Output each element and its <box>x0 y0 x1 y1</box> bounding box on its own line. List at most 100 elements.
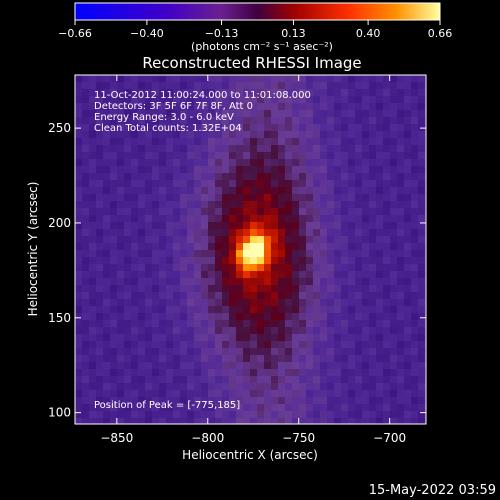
heatmap-cell <box>369 222 377 230</box>
heatmap-cell <box>201 75 209 83</box>
heatmap-cell <box>404 124 412 132</box>
heatmap-cell <box>201 187 209 195</box>
heatmap-cell <box>145 355 153 363</box>
heatmap-cell <box>397 264 405 272</box>
heatmap-cell <box>257 320 265 328</box>
heatmap-cell <box>292 215 300 223</box>
heatmap-cell <box>348 404 356 412</box>
heatmap-cell <box>320 187 328 195</box>
heatmap-cell <box>96 152 104 160</box>
heatmap-cell <box>271 103 279 111</box>
heatmap-cell <box>271 306 279 314</box>
heatmap-cell <box>82 341 90 349</box>
heatmap-cell <box>383 117 391 125</box>
heatmap-cell <box>285 215 293 223</box>
heatmap-cell <box>257 376 265 384</box>
heatmap-cell <box>285 327 293 335</box>
heatmap-cell <box>117 208 125 216</box>
heatmap-cell <box>257 369 265 377</box>
heatmap-cell <box>208 187 216 195</box>
heatmap-cell <box>299 369 307 377</box>
heatmap-cell <box>418 306 426 314</box>
heatmap-cell <box>278 397 286 405</box>
heatmap-cell <box>390 243 398 251</box>
heatmap-cell <box>243 362 251 370</box>
heatmap-cell <box>222 285 230 293</box>
heatmap-cell <box>82 159 90 167</box>
heatmap-cell <box>110 341 118 349</box>
heatmap-cell <box>131 117 139 125</box>
heatmap-cell <box>173 145 181 153</box>
heatmap-cell <box>180 369 188 377</box>
heatmap-cell <box>299 243 307 251</box>
heatmap-cell <box>173 152 181 160</box>
heatmap-cell <box>173 369 181 377</box>
heatmap-cell <box>271 159 279 167</box>
heatmap-cell <box>341 89 349 97</box>
heatmap-cell <box>404 285 412 293</box>
heatmap-cell <box>215 271 223 279</box>
heatmap-cell <box>278 411 286 419</box>
heatmap-cell <box>82 348 90 356</box>
heatmap-cell <box>110 201 118 209</box>
heatmap-cell <box>187 320 195 328</box>
heatmap-cell <box>376 229 384 237</box>
heatmap-cell <box>327 138 335 146</box>
heatmap-cell <box>236 166 244 174</box>
heatmap-cell <box>229 243 237 251</box>
heatmap-cell <box>278 180 286 188</box>
heatmap-cell <box>180 327 188 335</box>
heatmap-cell <box>369 166 377 174</box>
heatmap-cell <box>222 390 230 398</box>
heatmap-cell <box>390 334 398 342</box>
heatmap-cell <box>236 390 244 398</box>
heatmap-cell <box>285 124 293 132</box>
heatmap-cell <box>187 208 195 216</box>
heatmap-cell <box>355 201 363 209</box>
heatmap-cell <box>124 96 132 104</box>
heatmap-cell <box>75 320 83 328</box>
heatmap-cell <box>201 194 209 202</box>
heatmap-cell <box>313 383 321 391</box>
heatmap-cell <box>215 418 223 424</box>
heatmap-cell <box>306 82 314 90</box>
heatmap-cell <box>320 320 328 328</box>
heatmap-cell <box>103 145 111 153</box>
heatmap-cell <box>138 369 146 377</box>
heatmap-cell <box>194 264 202 272</box>
heatmap-cell <box>145 411 153 419</box>
heatmap-cell <box>362 292 370 300</box>
heatmap-cell <box>369 131 377 139</box>
heatmap-cell <box>229 327 237 335</box>
heatmap-cell <box>313 201 321 209</box>
heatmap-cell <box>271 222 279 230</box>
heatmap-cell <box>362 348 370 356</box>
y-tick-label: 100 <box>48 406 71 420</box>
heatmap-cell <box>271 362 279 370</box>
heatmap-cell <box>278 208 286 216</box>
heatmap-cell <box>355 264 363 272</box>
heatmap-cell <box>222 103 230 111</box>
heatmap-cell <box>138 418 146 424</box>
heatmap-cell <box>173 138 181 146</box>
heatmap-cell <box>194 292 202 300</box>
heatmap-cell <box>369 201 377 209</box>
heatmap-cell <box>96 159 104 167</box>
heatmap-cell <box>187 327 195 335</box>
heatmap-cell <box>82 145 90 153</box>
heatmap-cell <box>138 75 146 83</box>
heatmap-cell <box>124 173 132 181</box>
heatmap-cell <box>320 145 328 153</box>
heatmap-cell <box>208 138 216 146</box>
heatmap-cell <box>306 355 314 363</box>
heatmap-cell <box>201 418 209 424</box>
heatmap-cell <box>292 89 300 97</box>
heatmap-cell <box>229 117 237 125</box>
heatmap-cell <box>411 194 419 202</box>
heatmap-cell <box>166 187 174 195</box>
heatmap-cell <box>131 131 139 139</box>
heatmap-cell <box>355 299 363 307</box>
heatmap-cell <box>138 271 146 279</box>
heatmap-cell <box>285 306 293 314</box>
heatmap-cell <box>278 299 286 307</box>
